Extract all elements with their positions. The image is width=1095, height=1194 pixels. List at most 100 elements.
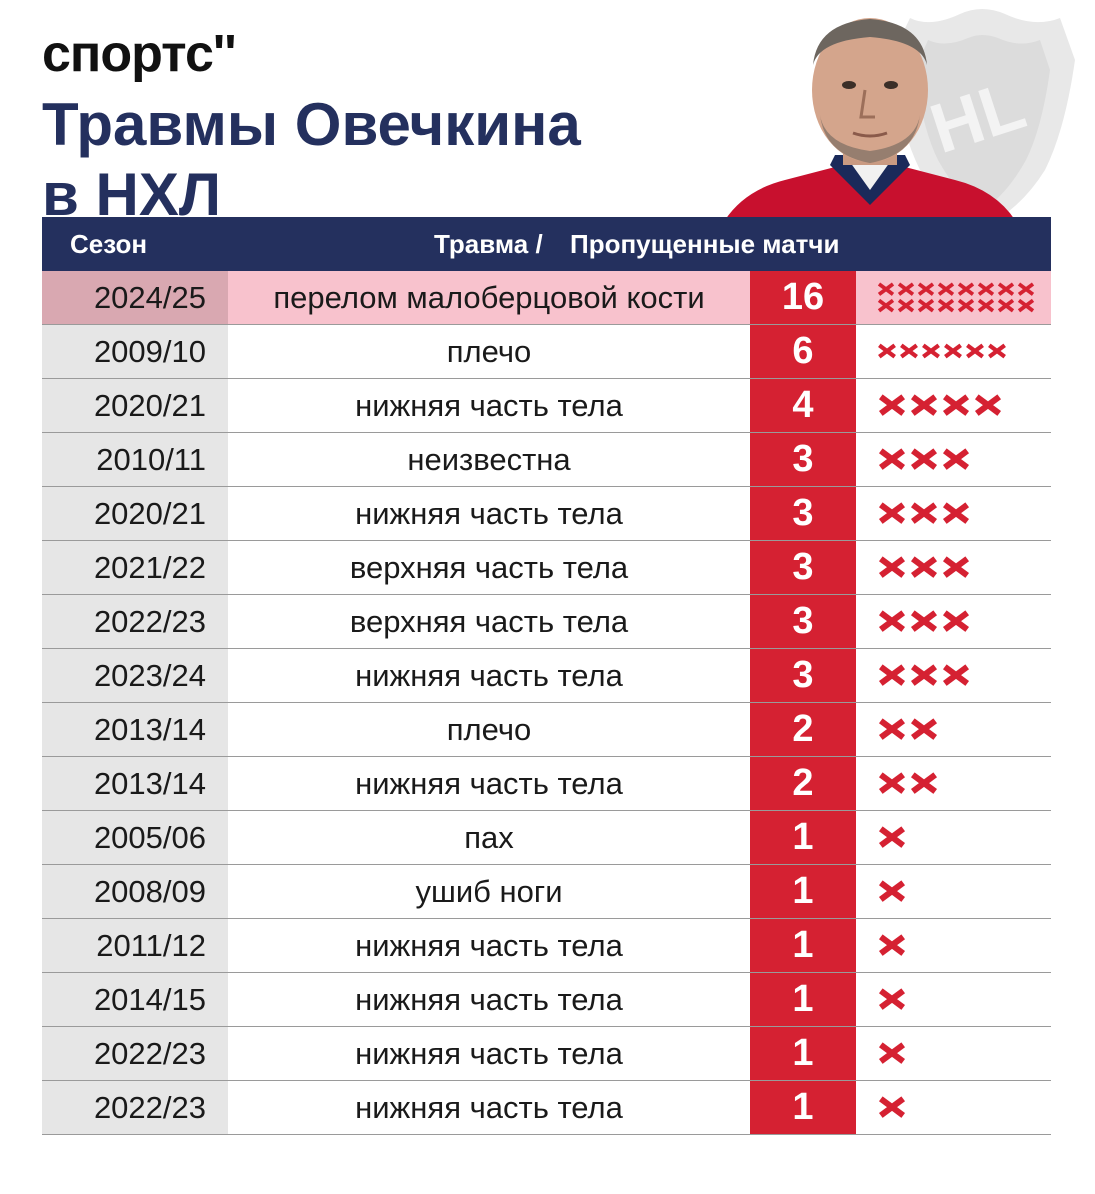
season-cell: 2020/21 bbox=[42, 487, 228, 540]
table-body: 2024/25 перелом малоберцовой кости 16 2009/… bbox=[42, 271, 1051, 1135]
cross-icon bbox=[878, 1096, 906, 1119]
missed-games-marks bbox=[856, 271, 1051, 324]
table-row: 2020/21 нижняя часть тела 3 bbox=[42, 487, 1051, 541]
injury-cell: нижняя часть тела bbox=[355, 1035, 623, 1071]
missed-games-marks bbox=[856, 703, 1051, 756]
cross-icon bbox=[942, 394, 970, 417]
missed-games-marks bbox=[856, 973, 1051, 1026]
cross-marks-icon bbox=[878, 394, 1002, 417]
injuries-table: Сезон Травма / Пропущенные матчи 2024/25… bbox=[42, 217, 1051, 1135]
missed-games-marks bbox=[856, 595, 1051, 648]
cross-marks-icon bbox=[878, 718, 938, 741]
cross-icon bbox=[937, 282, 955, 297]
cross-icon bbox=[878, 718, 906, 741]
cross-marks-icon bbox=[878, 610, 970, 633]
cross-icon bbox=[910, 394, 938, 417]
missed-games-cell: 1 bbox=[750, 1027, 856, 1080]
injury-cell: нижняя часть тела bbox=[355, 1089, 623, 1125]
table-row: 2024/25 перелом малоберцовой кости 16 bbox=[42, 271, 1051, 325]
missed-games-marks bbox=[856, 433, 1051, 486]
cross-icon bbox=[977, 298, 995, 313]
injury-cell: верхняя часть тела bbox=[349, 603, 629, 639]
table-row: 2010/11 неизвестна 3 bbox=[42, 433, 1051, 487]
season-cell: 2024/25 bbox=[42, 271, 228, 324]
cross-marks-icon bbox=[878, 556, 970, 579]
cross-icon bbox=[942, 448, 970, 471]
missed-games-cell: 3 bbox=[750, 433, 856, 486]
missed-games-marks bbox=[856, 811, 1051, 864]
table-row: 2009/10 плечо 6 bbox=[42, 325, 1051, 379]
cross-icon bbox=[942, 664, 970, 687]
cross-icon bbox=[878, 344, 896, 359]
table-row: 2013/14 плечо 2 bbox=[42, 703, 1051, 757]
nhl-shield-icon: HL bbox=[890, 9, 1075, 228]
injury-cell: нижняя часть тела bbox=[355, 387, 623, 423]
missed-games-cell: 4 bbox=[750, 379, 856, 432]
missed-games-marks bbox=[856, 541, 1051, 594]
cross-icon bbox=[910, 664, 938, 687]
cross-icon bbox=[917, 282, 935, 297]
season-cell: 2020/21 bbox=[42, 379, 228, 432]
player-photo bbox=[725, 18, 1015, 220]
cross-icon bbox=[878, 448, 906, 471]
season-cell: 2011/12 bbox=[42, 919, 228, 972]
cross-icon bbox=[997, 298, 1015, 313]
cross-marks-icon bbox=[878, 880, 906, 903]
cross-marks-icon bbox=[878, 988, 906, 1011]
missed-games-marks bbox=[856, 757, 1051, 810]
missed-games-cell: 3 bbox=[750, 541, 856, 594]
injury-cell: нижняя часть тела bbox=[355, 495, 623, 531]
missed-games-marks bbox=[856, 379, 1051, 432]
injury-cell: пах bbox=[464, 819, 514, 855]
season-cell: 2005/06 bbox=[42, 811, 228, 864]
missed-games-cell: 16 bbox=[750, 271, 856, 324]
cross-icon bbox=[937, 298, 955, 313]
cross-icon bbox=[877, 298, 895, 313]
missed-games-cell: 1 bbox=[750, 811, 856, 864]
missed-games-cell: 2 bbox=[750, 757, 856, 810]
cross-icon bbox=[942, 502, 970, 525]
cross-icon bbox=[878, 934, 906, 957]
injury-cell: ушиб ноги bbox=[415, 873, 563, 909]
cross-icon bbox=[944, 344, 962, 359]
missed-games-marks bbox=[856, 1081, 1051, 1134]
missed-games-cell: 6 bbox=[750, 325, 856, 378]
table-row: 2022/23 нижняя часть тела 1 bbox=[42, 1027, 1051, 1081]
season-cell: 2022/23 bbox=[42, 595, 228, 648]
header-season: Сезон bbox=[70, 229, 148, 259]
cross-icon bbox=[877, 282, 895, 297]
sports-logo: спортс'' bbox=[42, 25, 237, 83]
cross-icon bbox=[966, 344, 984, 359]
season-cell: 2022/23 bbox=[42, 1081, 228, 1134]
cross-icon bbox=[988, 344, 1006, 359]
injury-cell: неизвестна bbox=[407, 441, 571, 477]
cross-icon bbox=[897, 282, 915, 297]
cross-icon bbox=[878, 880, 906, 903]
season-cell: 2023/24 bbox=[42, 649, 228, 702]
missed-games-cell: 1 bbox=[750, 865, 856, 918]
cross-icon bbox=[910, 556, 938, 579]
table-row: 2013/14 нижняя часть тела 2 bbox=[42, 757, 1051, 811]
missed-games-cell: 3 bbox=[750, 487, 856, 540]
cross-icon bbox=[977, 282, 995, 297]
table-row: 2014/15 нижняя часть тела 1 bbox=[42, 973, 1051, 1027]
cross-icon bbox=[878, 394, 906, 417]
table-row: 2011/12 нижняя часть тела 1 bbox=[42, 919, 1051, 973]
season-cell: 2014/15 bbox=[42, 973, 228, 1026]
cross-marks-icon bbox=[878, 826, 906, 849]
injury-cell: нижняя часть тела bbox=[355, 765, 623, 801]
injury-cell: нижняя часть тела bbox=[355, 657, 623, 693]
season-cell: 2021/22 bbox=[42, 541, 228, 594]
cross-icon bbox=[922, 344, 940, 359]
table-row: 2020/21 нижняя часть тела 4 bbox=[42, 379, 1051, 433]
cross-marks-icon bbox=[878, 502, 970, 525]
season-cell: 2009/10 bbox=[42, 325, 228, 378]
cross-marks-icon bbox=[878, 1042, 906, 1065]
missed-games-marks bbox=[856, 1027, 1051, 1080]
cross-icon bbox=[1017, 282, 1035, 297]
cross-marks-icon bbox=[878, 1096, 906, 1119]
cross-icon bbox=[910, 772, 938, 795]
season-cell: 2013/14 bbox=[42, 757, 228, 810]
cross-marks-icon bbox=[878, 772, 938, 795]
cross-icon bbox=[878, 664, 906, 687]
